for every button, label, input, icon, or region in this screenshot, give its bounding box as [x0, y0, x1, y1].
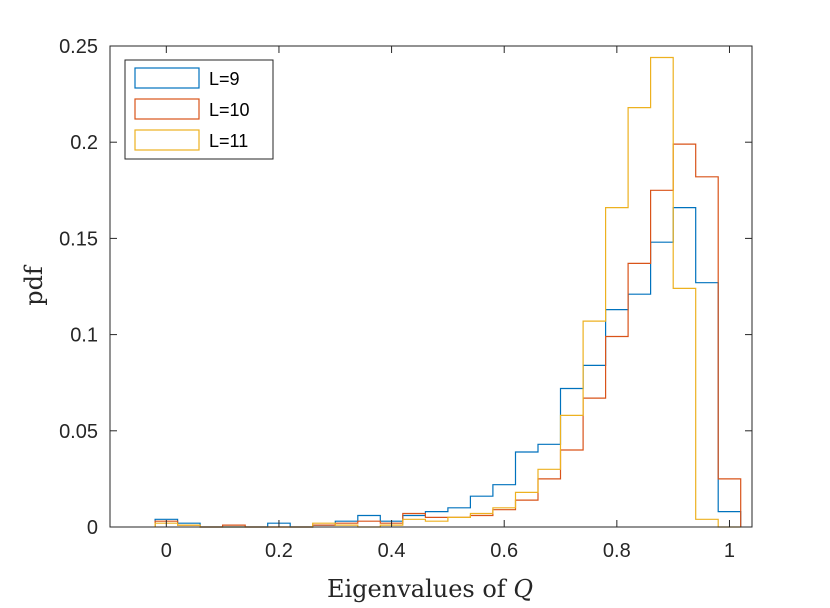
x-tick-label: 0.6	[490, 540, 518, 562]
y-tick-label: 0.2	[70, 132, 98, 154]
x-axis-label-symbol: Q	[513, 575, 533, 603]
legend-label: L=11	[209, 131, 248, 151]
axes-box	[109, 45, 753, 528]
series-l-9-outline	[154, 207, 742, 528]
y-tick-label: 0.25	[59, 36, 98, 58]
x-tick-label: 0.8	[603, 540, 631, 562]
y-axis-label: pdf	[20, 264, 48, 306]
legend: L=9 L=10 L=11	[124, 59, 274, 160]
x-tick-label: 0.2	[265, 540, 293, 562]
x-tick-label: 0	[161, 540, 172, 562]
x-tick-label: 0.4	[378, 540, 406, 562]
legend-label: L=10	[209, 100, 250, 120]
legend-label: L=9	[209, 69, 240, 89]
y-tick-label: 0	[87, 517, 98, 539]
legend-swatch	[134, 129, 200, 151]
axis-ticks: 0 0.2 0.4 0.6 0.8 1 0 0.05 0.1 0.15 0.2 0.25	[59, 36, 752, 562]
x-axis-label: Eigenvalues of Q	[327, 575, 533, 603]
x-axis-label-text: Eigenvalues of	[327, 575, 508, 603]
y-tick-label: 0.05	[59, 421, 98, 443]
legend-swatch	[134, 98, 200, 120]
x-tick-label: 1	[724, 540, 735, 562]
legend-swatch	[134, 67, 200, 89]
y-tick-label: 0.15	[59, 228, 98, 250]
y-tick-label: 0.1	[70, 325, 98, 347]
